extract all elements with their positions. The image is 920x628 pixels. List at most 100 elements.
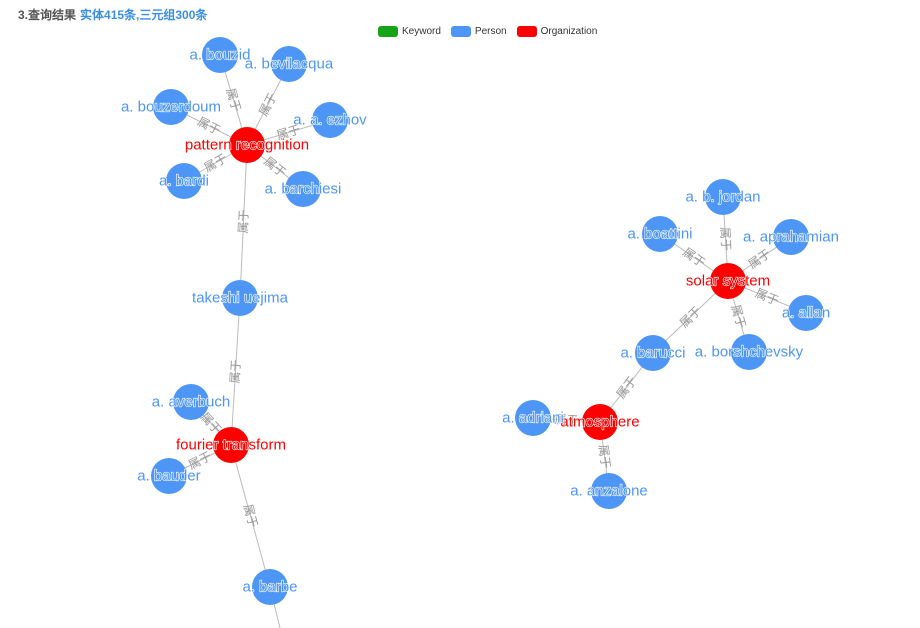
- edge-label: 属于: [728, 303, 748, 330]
- graph-node-boattini[interactable]: a. boattini: [627, 216, 693, 252]
- edge-label: 属于: [614, 374, 640, 402]
- graph-node-ezhov[interactable]: a. a. ezhov: [293, 102, 368, 138]
- graph-node-bouzerdoum[interactable]: a. bouzerdoum: [120, 89, 222, 125]
- edge-line: [239, 144, 248, 299]
- graph-node-averbuch[interactable]: a. averbuch: [151, 384, 231, 420]
- person-node-circle[interactable]: [202, 37, 238, 73]
- edge-label: 属于: [223, 86, 243, 113]
- person-node-circle[interactable]: [642, 216, 678, 252]
- graph-node-barchiesi[interactable]: a. barchiesi: [264, 171, 342, 207]
- results-title: 3.查询结果: [18, 8, 77, 22]
- node-label: solar system: [686, 273, 770, 290]
- edge-label: 属于: [596, 444, 613, 470]
- person-node-circle[interactable]: [705, 179, 741, 215]
- node-label: a. allan: [782, 305, 830, 322]
- person-node-circle[interactable]: [788, 295, 824, 331]
- legend-swatch-keyword: [378, 26, 398, 37]
- graph-node-adriani[interactable]: a. adriani: [502, 400, 564, 436]
- legend-item-organization[interactable]: Organization: [516, 26, 598, 37]
- person-node-circle[interactable]: [151, 458, 187, 494]
- legend-swatch-organization: [516, 26, 537, 37]
- edge-label: 属于: [228, 359, 243, 384]
- person-node-circle[interactable]: [515, 400, 551, 436]
- edge-label: 属于: [261, 154, 289, 180]
- graph-node-barucci[interactable]: a. barucci: [620, 335, 686, 371]
- node-label: a. bauder: [137, 468, 200, 485]
- graph-node-barbe[interactable]: a. barbe: [242, 569, 298, 605]
- graph-node-bouzid[interactable]: a. bouzid: [189, 37, 251, 73]
- edge-label: 属于: [275, 122, 302, 142]
- edge-line: [230, 444, 271, 588]
- graph-node-jordan[interactable]: a. b. jordan: [685, 179, 761, 215]
- results-stats: 实体415条,三元组300条: [80, 8, 208, 22]
- organization-node-circle[interactable]: [710, 263, 746, 299]
- graph-node-atmosphere[interactable]: atmosphere: [560, 404, 640, 440]
- graph-legend: Keyword Person Organization: [378, 26, 597, 37]
- results-header: 3.查询结果 实体415条,三元组300条: [18, 6, 207, 23]
- legend-label-keyword: Keyword: [402, 26, 441, 37]
- person-node-circle[interactable]: [312, 102, 348, 138]
- node-label: a. anzalone: [570, 483, 648, 500]
- person-node-circle[interactable]: [285, 171, 321, 207]
- graph-node-aprahamian[interactable]: a. aprahamian: [742, 219, 840, 255]
- node-label: a. aprahamian: [743, 229, 839, 246]
- person-node-circle[interactable]: [635, 335, 671, 371]
- graph-node-pattern-recognition[interactable]: pattern recognition: [184, 127, 310, 163]
- person-node-circle[interactable]: [222, 280, 258, 316]
- graph-node-anzalone[interactable]: a. anzalone: [570, 473, 648, 509]
- node-label: pattern recognition: [185, 137, 309, 154]
- graph-node-fourier[interactable]: fourier transform: [175, 427, 287, 463]
- person-node-circle[interactable]: [731, 334, 767, 370]
- node-label: a. adriani: [502, 410, 564, 427]
- edge-label: 属于: [241, 503, 261, 530]
- person-node-circle[interactable]: [271, 46, 307, 82]
- edge-label: 属于: [202, 151, 230, 175]
- node-label: a. boattini: [627, 226, 692, 243]
- node-label: a. borshchevsky: [695, 344, 804, 361]
- person-node-circle[interactable]: [153, 89, 189, 125]
- edge-label: 属于: [718, 227, 733, 252]
- graph-node-bardi[interactable]: a. bardi: [158, 163, 210, 199]
- legend-swatch-person: [450, 26, 471, 37]
- organization-node-circle[interactable]: [582, 404, 618, 440]
- person-node-circle[interactable]: [252, 569, 288, 605]
- edge-label: 属于: [195, 114, 223, 137]
- node-label: a. averbuch: [152, 394, 230, 411]
- legend-label-person: Person: [474, 26, 507, 37]
- node-label: a. bouzid: [190, 47, 251, 64]
- organization-node-circle[interactable]: [213, 427, 249, 463]
- graph-node-allan[interactable]: a. allan: [781, 295, 831, 331]
- node-label: a. bouzerdoum: [121, 99, 221, 116]
- node-label: a. b. jordan: [685, 189, 760, 206]
- person-node-circle[interactable]: [591, 473, 627, 509]
- node-label: a. a. ezhov: [293, 112, 367, 129]
- node-label: fourier transform: [176, 437, 286, 454]
- node-label: a. bardi: [159, 173, 209, 190]
- person-node-circle[interactable]: [773, 219, 809, 255]
- graph-node-borshchevsky[interactable]: a. borshchevsky: [694, 334, 804, 370]
- edge-line: [230, 297, 241, 446]
- organization-node-circle[interactable]: [229, 127, 265, 163]
- edge-label: 属于: [256, 91, 279, 119]
- edge-label: 属于: [236, 209, 251, 234]
- graph-node-uejima[interactable]: takeshi uejima: [191, 280, 289, 316]
- graph-node-bevilacqua[interactable]: a. bevilacqua: [244, 46, 334, 82]
- legend-item-person[interactable]: Person: [450, 26, 507, 37]
- node-label: a. barucci: [620, 345, 685, 362]
- node-label: a. barbe: [242, 579, 297, 596]
- node-label: atmosphere: [560, 414, 639, 431]
- node-label: takeshi uejima: [192, 290, 289, 307]
- edge-label: 属于: [680, 245, 708, 270]
- node-label: a. barchiesi: [265, 181, 342, 198]
- graph-node-solar[interactable]: solar system: [685, 263, 771, 299]
- person-node-circle[interactable]: [166, 163, 202, 199]
- edge-label: 属于: [554, 412, 579, 427]
- legend-item-keyword[interactable]: Keyword: [378, 26, 441, 37]
- person-node-circle[interactable]: [173, 384, 209, 420]
- node-label: a. bevilacqua: [245, 56, 334, 73]
- edge-label: 属于: [746, 246, 774, 271]
- legend-label-organization: Organization: [540, 26, 598, 37]
- graph-node-bauder[interactable]: a. bauder: [137, 458, 201, 494]
